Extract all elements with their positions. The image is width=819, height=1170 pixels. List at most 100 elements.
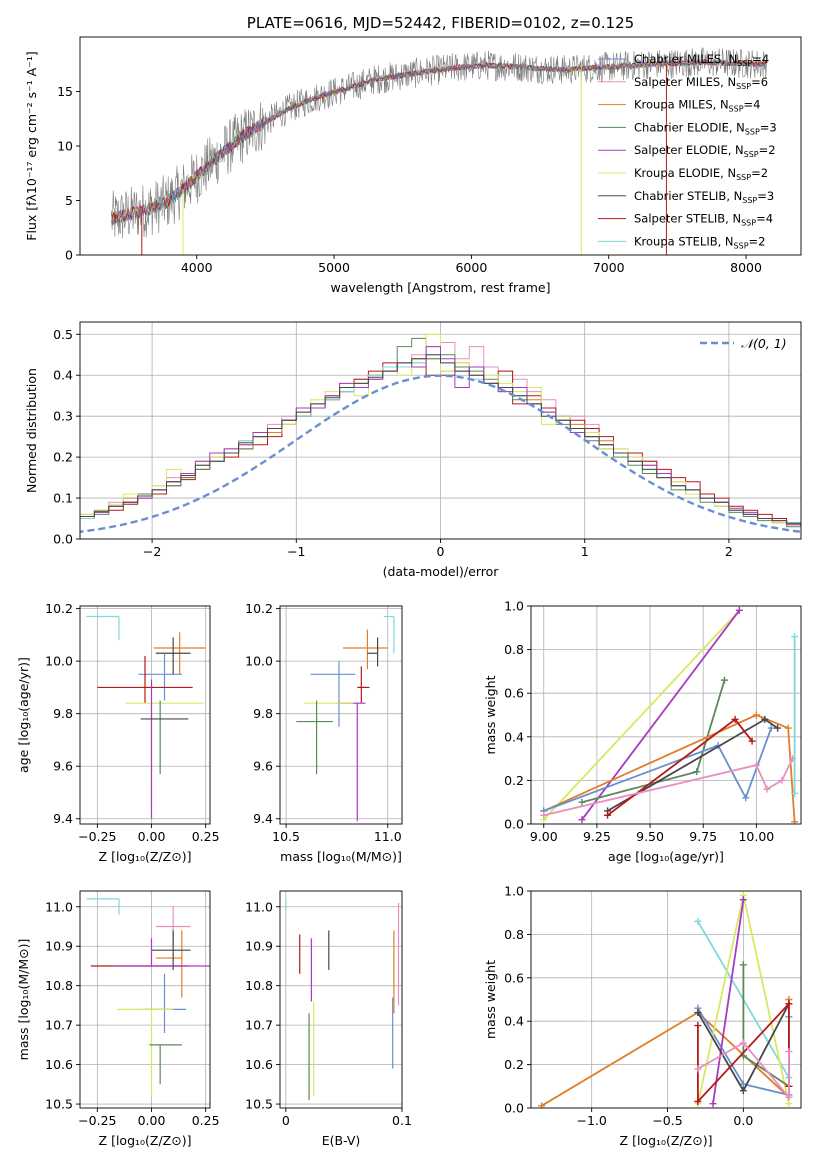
axes-frame — [79, 605, 211, 825]
axes-frame — [79, 321, 802, 540]
legend-label-main: Chabrier MILES, N — [634, 52, 737, 66]
y-tick-label: 1.0 — [504, 884, 524, 899]
legend-label-sub: SSP — [745, 127, 760, 136]
series-marker — [791, 633, 799, 641]
series-marker — [785, 1048, 793, 1056]
series-marker — [709, 1100, 717, 1108]
x-axis-label: Z [log₁₀(Z/Z⊙)] — [99, 849, 192, 864]
y-tick-label: 0.0 — [53, 532, 73, 547]
series-salpeter_elodie — [709, 896, 747, 1108]
plot-area — [280, 891, 402, 1108]
series-line — [697, 1001, 790, 1104]
y-tick-label: 15 — [57, 84, 73, 99]
legend-label: Salpeter ELODIE, NSSP=2 — [634, 143, 776, 159]
legend-label-sub: SSP — [729, 105, 744, 114]
panel-4: 9.00 9.25 9.50 9.75 10.00 0.0 0.2 0.4 0.6 0.8 1.0 a… — [483, 599, 802, 864]
y-tick-label: 10.2 — [45, 601, 73, 616]
legend-label-sub: SSP — [744, 150, 759, 159]
series-line — [697, 1041, 790, 1100]
x-axis-label: (data-model)/error — [383, 564, 500, 579]
x-tick-label: −0.5 — [652, 1113, 682, 1128]
y-tick-label: 9.4 — [253, 811, 273, 826]
series-line — [581, 609, 741, 821]
x-tick-label: 0.00 — [138, 829, 166, 844]
legend-label-suffix: =4 — [756, 212, 773, 226]
histogram-salpeter_stelib — [80, 358, 801, 528]
legend-label-sub: SSP — [736, 82, 751, 91]
y-tick-label: 10.6 — [245, 1057, 273, 1072]
x-tick-label: 9.00 — [530, 829, 558, 844]
legend-label: Kroupa STELIB, NSSP=2 — [634, 234, 765, 250]
legend-label-sub: SSP — [734, 241, 749, 250]
legend-label-main: Chabrier ELODIE, N — [634, 120, 745, 134]
y-axis-label: Normed distribution — [24, 368, 39, 493]
errorbar-point-kroupa_stelib — [383, 615, 395, 654]
series-marker — [694, 1009, 702, 1017]
errorbar-point-kroupa_elodie — [116, 1008, 174, 1097]
legend-label: 𝒩(0, 1) — [741, 336, 787, 351]
plot-area — [80, 322, 801, 539]
model-spectrum-chabrier_miles — [111, 58, 767, 226]
legend-label-sub: SSP — [736, 173, 751, 182]
series-line — [742, 964, 790, 1088]
series-marker — [731, 715, 739, 723]
y-tick-label: 0 — [65, 248, 73, 263]
x-tick-label: 6000 — [455, 260, 487, 275]
errorbar-point-chabrier_miles — [142, 973, 187, 1034]
x-tick-label: −0.25 — [78, 1113, 116, 1128]
y-tick-label: 9.8 — [253, 706, 273, 721]
x-tick-label: 10.5 — [272, 829, 300, 844]
legend-label: Chabrier MILES, NSSP=4 — [634, 52, 769, 68]
series-salpeter_miles — [540, 755, 796, 819]
histogram-chabrier_stelib — [80, 354, 801, 528]
y-tick-label: 0.0 — [504, 817, 524, 832]
x-tick-label: −1.0 — [576, 1113, 606, 1128]
errorbar-point-kroupa_stelib — [86, 898, 120, 915]
panel-7: −1.0 −0.5 0.0 0.0 0.2 0.4 0.6 0.8 1.0 Z [log₁₀(Z/… — [483, 884, 802, 1148]
y-axis-label: age [log₁₀(age/yr)] — [16, 657, 31, 773]
x-tick-label: 5000 — [318, 260, 350, 275]
y-tick-label: 10.9 — [245, 939, 273, 954]
y-tick-label: 10.2 — [245, 601, 273, 616]
plot-area — [531, 606, 801, 824]
legend-label-main: Salpeter ELODIE, N — [634, 143, 744, 157]
series-marker — [785, 1000, 793, 1008]
errorbar-point-chabrier_stelib — [367, 637, 379, 667]
y-tick-label: 0.1 — [53, 491, 73, 506]
series-marker — [752, 711, 760, 719]
y-axis-label: mass weight — [483, 675, 498, 754]
series-marker — [791, 818, 799, 824]
x-tick-label: 0.25 — [192, 1113, 220, 1128]
y-tick-label: 0.2 — [504, 773, 524, 788]
errorbar-point-chabrier_miles — [310, 661, 356, 727]
series-line — [543, 758, 794, 817]
panel-0: 4000 5000 6000 7000 8000 0 5 10 15 wavelength [An… — [24, 14, 802, 295]
legend-label-main: Salpeter MILES, N — [634, 75, 736, 89]
x-tick-label: 10.00 — [738, 829, 774, 844]
observed-spectrum — [111, 46, 767, 239]
legend: 𝒩(0, 1) — [700, 336, 787, 351]
series-kroupa_miles — [538, 996, 793, 1108]
x-tick-label: 1 — [581, 544, 589, 559]
x-tick-label: −1 — [287, 544, 305, 559]
series-marker — [720, 676, 728, 684]
x-tick-label: 11.0 — [374, 829, 402, 844]
plot-area — [531, 891, 801, 1108]
errorbar-point-salpeter_elodie — [114, 938, 210, 967]
x-tick-label: 8000 — [730, 260, 762, 275]
y-tick-label: 10.9 — [45, 939, 73, 954]
x-axis-label: age [log₁₀(age/yr)] — [608, 849, 724, 864]
y-tick-label: 10.8 — [45, 978, 73, 993]
x-axis-label: Z [log₁₀(Z/Z⊙)] — [620, 1133, 713, 1148]
axes-frame — [530, 605, 802, 825]
x-axis-label: wavelength [Angstrom, rest frame] — [330, 280, 550, 295]
errorbar-point-kroupa_miles — [155, 930, 183, 998]
y-tick-label: 9.6 — [253, 759, 273, 774]
legend-label: Chabrier STELIB, NSSP=3 — [634, 189, 774, 205]
plot-area — [80, 606, 210, 824]
legend-label: Kroupa ELODIE, NSSP=2 — [634, 166, 768, 182]
series-marker — [739, 1087, 747, 1095]
series-marker — [693, 768, 701, 776]
x-tick-label: 0.0 — [733, 1113, 753, 1128]
